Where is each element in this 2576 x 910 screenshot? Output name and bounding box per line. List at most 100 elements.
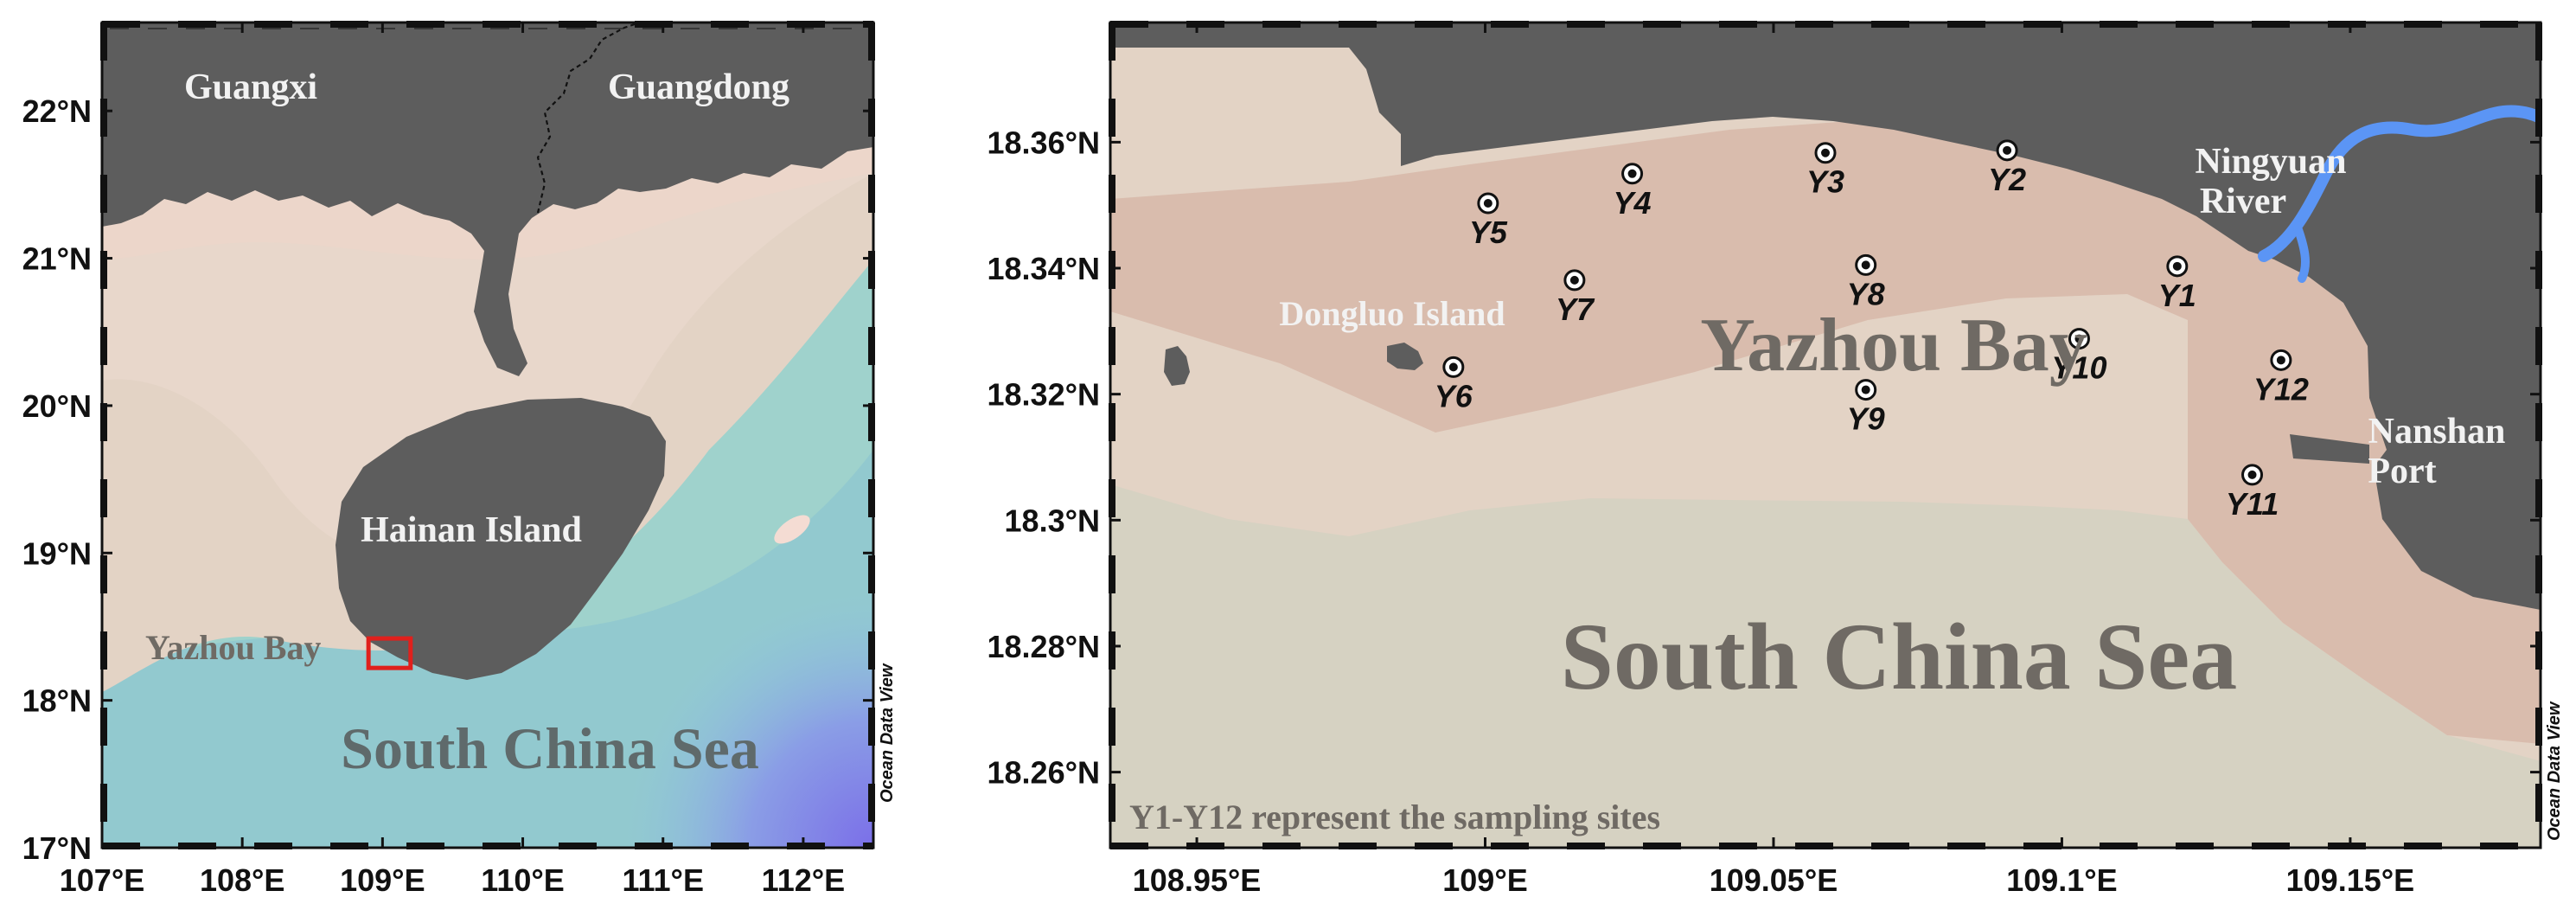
left-frame-bar	[100, 327, 107, 365]
right-frame-bar	[1643, 21, 1681, 28]
label-dongluo-island: Dongluo Island	[1279, 294, 1505, 333]
right-lon-label: 109°E	[1442, 862, 1527, 898]
label-guangxi: Guangxi	[184, 67, 317, 107]
right-frame-bar	[1567, 843, 1605, 849]
left-frame-bar	[100, 479, 107, 517]
site-label-y12: Y12	[2253, 371, 2309, 407]
right-frame-bar	[1110, 21, 1148, 28]
left-lon-label: 110°E	[481, 862, 565, 898]
right-detail-map: Y1 Y2 Y3 Y4 Y5 Y6 Y7 Y8 Y9 Y10 Y11 Y12 108.95°E 109°…	[988, 21, 2564, 898]
left-frame-bar	[406, 843, 444, 849]
left-frame-bar	[102, 21, 140, 28]
left-frame-bar	[330, 843, 368, 849]
left-frame-bar	[406, 21, 444, 28]
right-frame-bar	[2480, 21, 2518, 28]
right-frame-bar	[1262, 843, 1301, 849]
site-label-y11: Y11	[2226, 486, 2279, 522]
left-frame-bar	[330, 21, 368, 28]
right-frame-bar	[2535, 708, 2542, 746]
mainland	[102, 22, 873, 376]
right-frame-bar	[1186, 843, 1224, 849]
left-frame-bar	[178, 21, 216, 28]
right-frame-bar	[2535, 479, 2542, 517]
right-frame-bar	[1719, 21, 1757, 28]
site-label-y1: Y1	[2158, 278, 2196, 313]
left-lon-label: 107°E	[60, 862, 144, 898]
right-frame-bar	[2535, 403, 2542, 441]
right-frame-bar	[1643, 843, 1681, 849]
right-lat-label: 18.36°N	[988, 125, 1100, 160]
site-marker-dot-y5	[1483, 199, 1493, 208]
right-frame-bar	[1109, 251, 1115, 289]
label-south-china-sea: South China Sea	[341, 715, 759, 781]
island-west	[1164, 346, 1190, 386]
left-frame-bar	[868, 22, 875, 61]
left-frame-bar	[787, 21, 825, 28]
ningyuan-river	[2258, 105, 2541, 262]
label-south-china-sea: South China Sea	[1561, 604, 2238, 709]
right-frame-bar	[2176, 843, 2214, 849]
right-frame-bar	[1109, 403, 1115, 441]
right-frame-bar	[1415, 843, 1453, 849]
left-frame-bar	[483, 21, 521, 28]
left-lon-label: 112°E	[762, 862, 846, 898]
right-frame-bar	[1491, 843, 1529, 849]
left-frame-bar	[100, 631, 107, 670]
right-frame-bar	[2328, 843, 2366, 849]
site-marker-dot-y7	[1569, 275, 1579, 285]
left-frame-bar	[102, 843, 140, 849]
right-frame-bar	[2252, 21, 2290, 28]
left-frame-bar	[868, 784, 875, 822]
left-lat-label: 20°N	[22, 388, 92, 424]
right-frame-bar	[1109, 555, 1115, 593]
left-frame-bar	[868, 403, 875, 441]
site-label-y8: Y8	[1847, 276, 1885, 311]
right-frame-bar	[1795, 21, 1833, 28]
mainland	[1110, 22, 2541, 610]
site-label-y6: Y6	[1435, 378, 1473, 413]
right-lon-label: 109.15°E	[2286, 862, 2415, 898]
left-frame-bar	[863, 843, 873, 849]
right-lat-label: 18.3°N	[1005, 503, 1100, 538]
site-marker-dot-y11	[2247, 470, 2257, 479]
label-hainan-island: Hainan Island	[361, 510, 582, 550]
left-frame-bar	[711, 843, 749, 849]
left-frame-bar	[868, 479, 875, 517]
right-frame-bar	[1109, 708, 1115, 746]
left-overview-map: 107°E 108°E 109°E 110°E 111°E 112°E 17°N 18°N 19…	[22, 21, 897, 898]
right-frame-bar	[1947, 21, 1985, 28]
site-label-y4: Y4	[1614, 185, 1652, 221]
province-border	[536, 22, 641, 214]
right-lat-label: 18.32°N	[988, 377, 1100, 413]
left-lat-label: 18°N	[22, 683, 92, 719]
bay-waters	[1110, 121, 2541, 744]
right-lat-label: 18.26°N	[988, 755, 1100, 791]
label-ningyuan: Ningyuan	[2195, 142, 2346, 182]
right-frame-bar	[2535, 555, 2542, 593]
left-lon-label: 108°E	[200, 862, 284, 898]
label-yazhou-bay: Yazhou Bay	[145, 628, 321, 667]
dongluo-island	[1387, 343, 1423, 370]
coral-patch	[774, 515, 810, 544]
right-frame-bar	[2535, 631, 2542, 670]
right-frame-bar	[1871, 843, 1909, 849]
right-lon-label: 108.95°E	[1133, 862, 1262, 898]
left-frame-bar	[100, 784, 107, 822]
ningyuan-river-branch	[2292, 221, 2310, 283]
site-marker-dot-y6	[1448, 362, 1458, 372]
right-lat-label: 18.34°N	[988, 251, 1100, 286]
left-frame-bar	[100, 175, 107, 213]
right-frame-bar	[1947, 843, 1985, 849]
left-frame-bar	[559, 843, 597, 849]
right-frame-bar	[1109, 327, 1115, 365]
left-frame-bar	[100, 708, 107, 746]
right-frame-bar	[2404, 843, 2442, 849]
left-frame-bar	[868, 631, 875, 670]
right-frame-bar	[1339, 843, 1377, 849]
left-frame-bar	[868, 327, 875, 365]
site-marker-dot-y10	[2074, 334, 2084, 343]
sampling-note: Y1-Y12 represent the sampling sites	[1129, 798, 1660, 836]
site-marker-dot-y9	[1861, 385, 1870, 394]
label-yazhou-bay: Yazhou Bay	[1700, 304, 2087, 388]
